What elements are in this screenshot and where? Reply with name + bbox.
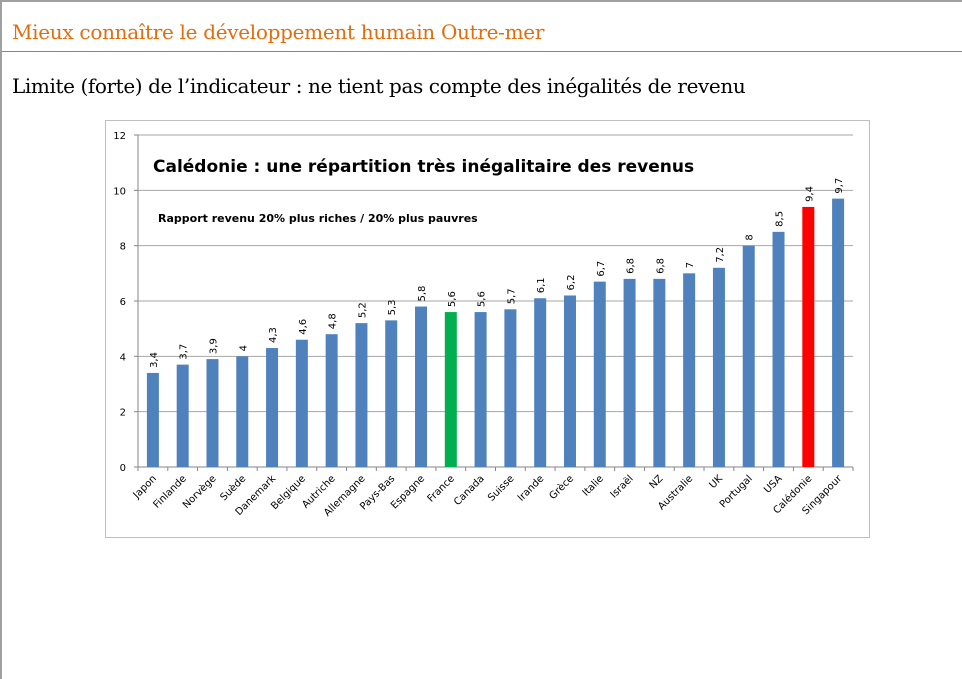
- bar-italie: [593, 281, 606, 467]
- y-tick-label: 2: [120, 408, 126, 419]
- category-label: UK: [707, 473, 725, 491]
- data-label: 4,8: [328, 313, 339, 329]
- bar-suède: [236, 356, 249, 467]
- data-label: 5,7: [506, 288, 517, 304]
- category-label: Italie: [581, 473, 606, 498]
- bar-grèce: [563, 295, 576, 467]
- slide-header: Mieux connaître le développement humain …: [12, 20, 545, 44]
- bar-belgique: [295, 339, 308, 467]
- bar-suisse: [504, 309, 517, 467]
- category-label: Canada: [452, 473, 487, 508]
- data-label: 7,2: [715, 247, 726, 263]
- bar-irande: [534, 298, 547, 467]
- y-tick-label: 10: [113, 186, 126, 197]
- bar-espagne: [415, 306, 428, 467]
- data-label: 3,9: [208, 338, 219, 354]
- bar-japon: [146, 372, 159, 467]
- gridlines: [138, 134, 853, 413]
- y-tick-label: 0: [120, 463, 126, 474]
- category-label: Grèce: [547, 473, 576, 502]
- bar-uk: [712, 267, 725, 467]
- data-label: 9,4: [804, 186, 815, 202]
- data-label: 4,3: [268, 327, 279, 343]
- category-label: Israël: [609, 473, 636, 500]
- category-label: Portugal: [718, 473, 755, 510]
- bar-calédonie: [802, 206, 815, 467]
- bar-france: [444, 312, 457, 467]
- data-label: 5,8: [417, 286, 428, 302]
- bar-israël: [623, 278, 636, 467]
- category-label: USA: [762, 473, 785, 496]
- data-label: 5,6: [477, 291, 488, 307]
- header-divider: [2, 51, 962, 52]
- data-label: 6,7: [596, 261, 607, 277]
- bar-allemagne: [355, 323, 368, 467]
- slide-subtitle: Limite (forte) de l’indicateur : ne tien…: [12, 74, 746, 98]
- data-label: 3,4: [149, 352, 160, 368]
- data-label: 6,8: [626, 258, 637, 274]
- data-label: 8: [745, 234, 756, 240]
- bar-norvège: [206, 359, 219, 467]
- bar-portugal: [742, 245, 755, 467]
- category-label: Japon: [131, 473, 159, 501]
- data-label: 6,8: [655, 258, 666, 274]
- bar-canada: [474, 312, 487, 467]
- bars: [146, 198, 845, 467]
- data-label: 3,7: [179, 344, 190, 360]
- data-labels: 3,4 3,7 3,9 4 4,3 4,6 4,8 5,2 5,3 5,8 5,6 5,6 5,7 6,1…: [149, 178, 845, 368]
- chart-frame: [105, 120, 870, 538]
- category-label: NZ: [648, 473, 666, 491]
- bar-australie: [683, 273, 696, 467]
- data-label: 7: [685, 262, 696, 268]
- data-label: 6,2: [566, 275, 577, 291]
- bar-danemark: [266, 348, 279, 467]
- bar-pays-bas: [385, 320, 398, 467]
- bar-autriche: [325, 334, 338, 467]
- chart-subtitle: Rapport revenu 20% plus riches / 20% plu…: [158, 212, 478, 225]
- data-label: 9,7: [834, 178, 845, 194]
- y-tick-label: 12: [113, 131, 126, 142]
- data-label: 6,1: [536, 277, 547, 293]
- bar-finlande: [176, 364, 189, 467]
- data-label: 5,6: [447, 291, 458, 307]
- bar-usa: [772, 231, 785, 467]
- bar-nz: [653, 278, 666, 467]
- window-left-border: [0, 0, 2, 679]
- data-label: 4,6: [298, 319, 309, 335]
- chart-title: Calédonie : une répartition très inégali…: [153, 157, 694, 177]
- category-label: Suisse: [486, 473, 516, 503]
- data-label: 5,2: [357, 302, 368, 318]
- data-label: 5,3: [387, 299, 398, 315]
- y-tick-label: 8: [120, 242, 126, 253]
- data-label: 8,5: [775, 211, 786, 227]
- axes: 0 2 4 6 8 10 12: [113, 131, 854, 474]
- y-tick-label: 4: [120, 352, 126, 363]
- data-label: 4: [238, 345, 249, 351]
- window-top-border: [0, 0, 962, 2]
- category-label: Irande: [516, 473, 546, 503]
- bar-singapour: [832, 198, 845, 467]
- y-tick-label: 6: [120, 297, 126, 308]
